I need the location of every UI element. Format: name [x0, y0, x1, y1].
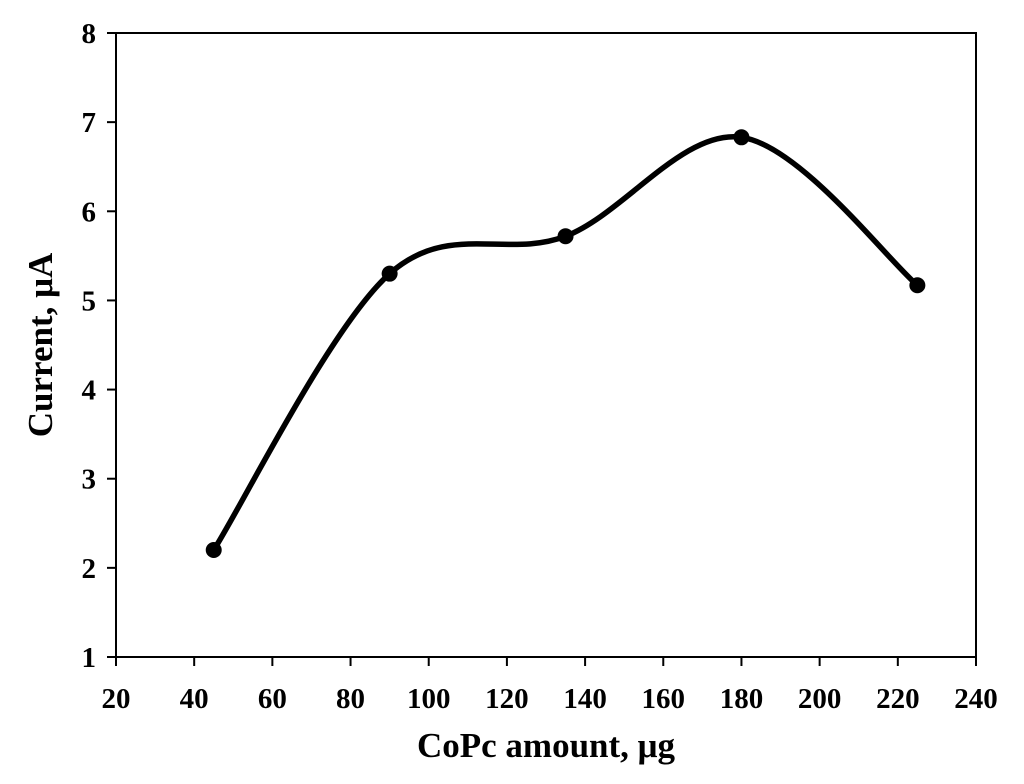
- y-tick-label: 3: [82, 464, 97, 496]
- x-tick-label: 120: [485, 683, 529, 715]
- x-tick-label: 20: [102, 683, 131, 715]
- data-point: [909, 277, 926, 294]
- y-tick-label: 6: [82, 196, 97, 228]
- x-tick-label: 200: [798, 683, 842, 715]
- x-tick-label: 180: [720, 683, 764, 715]
- x-tick-label: 100: [407, 683, 451, 715]
- x-tick-label: 220: [876, 683, 920, 715]
- x-tick-label: 60: [258, 683, 287, 715]
- y-tick-label: 2: [82, 553, 97, 585]
- x-tick-label: 80: [336, 683, 365, 715]
- x-tick-label: 160: [642, 683, 686, 715]
- data-point: [733, 129, 750, 146]
- y-tick-label: 4: [82, 375, 97, 407]
- y-axis-title: Current, μA: [21, 252, 60, 437]
- x-tick-label: 140: [563, 683, 607, 715]
- series-line: [210, 134, 921, 553]
- data-markers: [205, 129, 926, 559]
- y-tick-label: 5: [82, 285, 97, 317]
- data-point: [381, 265, 398, 282]
- x-axis-ticks: 20 40 60 80 100 120 140 160 180 200 220 240: [102, 657, 998, 715]
- x-tick-label: 240: [954, 683, 998, 715]
- y-axis-ticks: 1 2 3 4 5 6 7 8: [82, 18, 116, 674]
- x-axis-title: CoPc amount, μg: [417, 726, 676, 765]
- y-tick-label: 1: [82, 642, 97, 674]
- x-tick-label: 40: [180, 683, 209, 715]
- y-tick-label: 7: [82, 107, 97, 139]
- plot-area-frame: [115, 32, 977, 658]
- y-tick-label: 8: [82, 18, 97, 50]
- data-point: [205, 542, 222, 559]
- data-point: [557, 228, 574, 245]
